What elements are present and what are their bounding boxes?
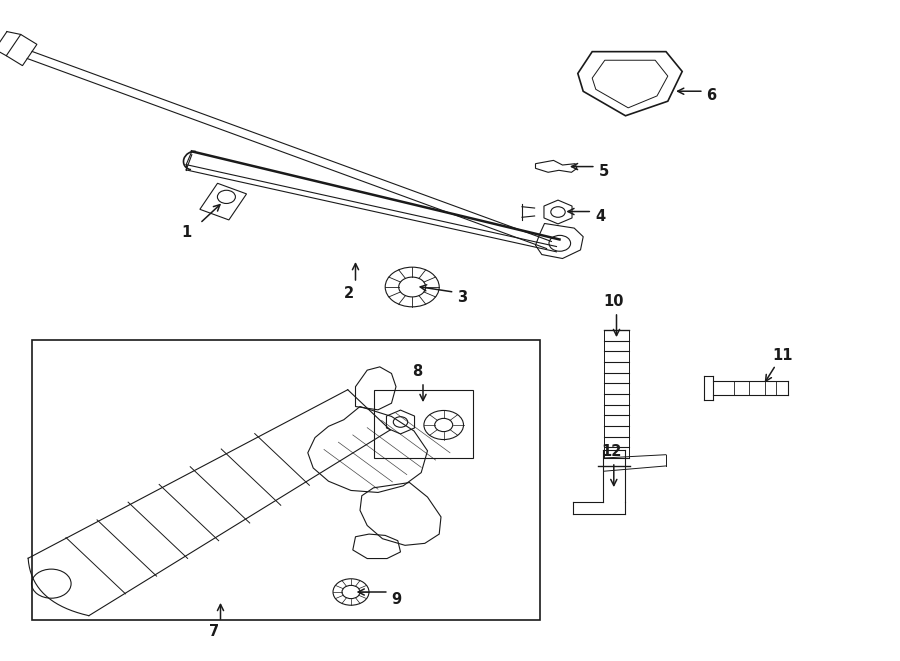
- Text: 9: 9: [392, 592, 401, 607]
- Text: 12: 12: [601, 444, 622, 459]
- Text: 4: 4: [596, 209, 606, 223]
- Text: 3: 3: [457, 290, 467, 305]
- Text: 2: 2: [344, 286, 354, 301]
- Text: 8: 8: [412, 364, 422, 379]
- Bar: [32, 340, 540, 620]
- Text: 7: 7: [209, 625, 219, 639]
- Bar: [374, 390, 473, 458]
- Text: 1: 1: [182, 225, 192, 240]
- Text: 5: 5: [598, 164, 608, 178]
- Text: 10: 10: [603, 295, 624, 309]
- Text: 11: 11: [772, 348, 793, 362]
- Text: 6: 6: [706, 89, 716, 103]
